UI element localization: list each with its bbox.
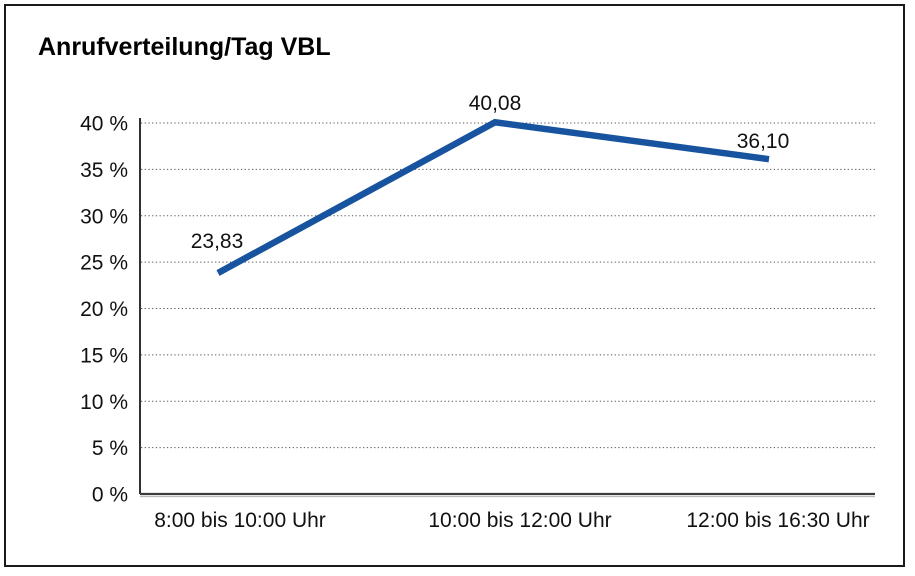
y-axis-tick-label: 0 %	[92, 484, 128, 507]
chart-title: Anrufverteilung/Tag VBL	[38, 33, 331, 61]
data-point-label: 23,83	[191, 230, 244, 253]
y-axis-tick-label: 10 %	[80, 391, 128, 414]
y-axis-tick-label: 5 %	[92, 437, 128, 460]
x-axis-category-label: 8:00 bis 10:00 Uhr	[154, 509, 326, 532]
chart-border-frame	[4, 4, 905, 567]
x-axis-category-label: 10:00 bis 12:00 Uhr	[428, 509, 611, 532]
data-point-label: 40,08	[469, 92, 522, 115]
x-axis-category-label: 12:00 bis 16:30 Uhr	[686, 509, 869, 532]
y-axis-tick-label: 20 %	[80, 298, 128, 321]
series-line	[216, 118, 770, 276]
y-axis-tick-label: 30 %	[80, 205, 128, 228]
y-axis-tick-label: 15 %	[80, 344, 128, 367]
y-axis-tick-label: 35 %	[80, 159, 128, 182]
y-axis-tick-label: 25 %	[80, 252, 128, 275]
data-point-label: 36,10	[737, 130, 790, 153]
y-axis-tick-label: 40 %	[80, 113, 128, 136]
